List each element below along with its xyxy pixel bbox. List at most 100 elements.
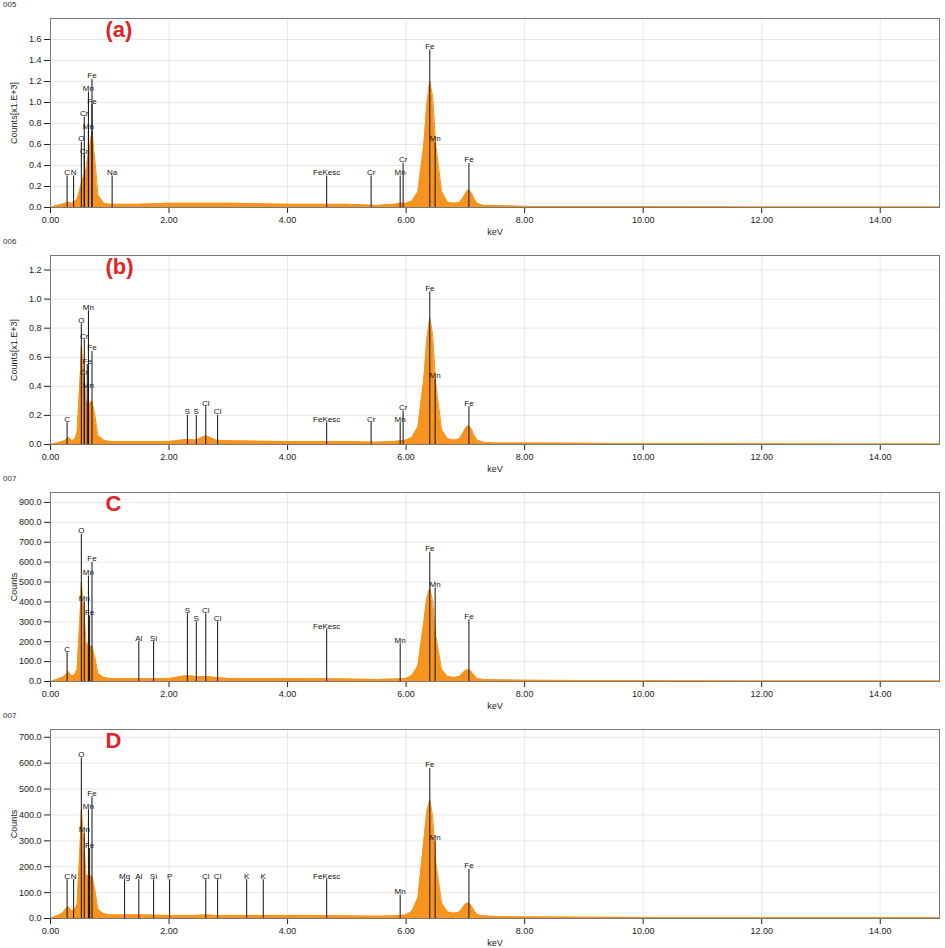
svg-text:1.0: 1.0: [29, 97, 42, 107]
svg-text:700.0: 700.0: [19, 732, 42, 742]
svg-text:Mn: Mn: [430, 580, 441, 589]
svg-text:14.00: 14.00: [869, 926, 892, 936]
svg-text:K: K: [261, 872, 267, 881]
svg-text:200.0: 200.0: [19, 862, 42, 872]
svg-text:Fe: Fe: [87, 71, 97, 80]
svg-text:14.00: 14.00: [869, 215, 892, 225]
svg-text:4.00: 4.00: [279, 926, 297, 936]
svg-text:Counts: Counts: [9, 809, 19, 838]
svg-text:S: S: [194, 614, 199, 623]
svg-text:keV: keV: [487, 227, 503, 237]
svg-text:2.00: 2.00: [160, 215, 178, 225]
svg-text:2.00: 2.00: [160, 452, 178, 462]
svg-text:Na: Na: [107, 168, 118, 177]
svg-text:Cr: Cr: [80, 147, 89, 156]
svg-text:Counts[x1.E+3]: Counts[x1.E+3]: [9, 319, 19, 381]
svg-text:C: C: [64, 872, 70, 881]
svg-text:Mn: Mn: [430, 833, 441, 842]
svg-text:900.0: 900.0: [19, 497, 42, 507]
svg-text:Mn: Mn: [79, 825, 90, 834]
svg-text:8.00: 8.00: [516, 452, 534, 462]
svg-text:Mg: Mg: [119, 872, 130, 881]
svg-text:6.00: 6.00: [397, 926, 415, 936]
svg-text:8.00: 8.00: [516, 215, 534, 225]
svg-text:Mn: Mn: [395, 415, 406, 424]
svg-text:FeKesc: FeKesc: [313, 622, 340, 631]
svg-text:FeKesc: FeKesc: [313, 415, 340, 424]
svg-text:Cl: Cl: [202, 872, 210, 881]
svg-text:0.8: 0.8: [29, 323, 42, 333]
svg-text:(a): (a): [106, 17, 133, 42]
svg-text:Fe: Fe: [87, 789, 97, 798]
svg-text:Fe: Fe: [425, 284, 435, 293]
svg-text:Fe: Fe: [425, 760, 435, 769]
svg-text:keV: keV: [487, 701, 503, 711]
svg-text:Cr: Cr: [367, 415, 376, 424]
svg-text:C: C: [64, 168, 70, 177]
svg-text:Si: Si: [150, 872, 157, 881]
svg-text:6.00: 6.00: [397, 452, 415, 462]
svg-text:Cl: Cl: [214, 407, 222, 416]
svg-text:10.00: 10.00: [632, 215, 655, 225]
svg-text:Si: Si: [150, 634, 157, 643]
svg-text:O: O: [78, 316, 84, 325]
svg-text:0.0: 0.0: [29, 913, 42, 923]
svg-text:0.0: 0.0: [29, 676, 42, 686]
svg-text:10.00: 10.00: [632, 452, 655, 462]
svg-text:Cl: Cl: [202, 399, 210, 408]
svg-text:4.00: 4.00: [279, 215, 297, 225]
svg-text:Mn: Mn: [83, 84, 94, 93]
svg-text:4.00: 4.00: [279, 689, 297, 699]
svg-text:(b): (b): [106, 254, 134, 279]
svg-text:12.00: 12.00: [750, 926, 773, 936]
svg-text:C: C: [64, 645, 70, 654]
svg-text:100.0: 100.0: [19, 656, 42, 666]
svg-text:N: N: [71, 168, 77, 177]
svg-text:S: S: [185, 407, 190, 416]
svg-text:Cl: Cl: [214, 872, 222, 881]
svg-text:0.4: 0.4: [29, 381, 42, 391]
svg-text:C: C: [64, 415, 70, 424]
svg-text:Fe: Fe: [464, 155, 474, 164]
svg-text:Counts[x1.E+3]: Counts[x1.E+3]: [9, 82, 19, 144]
svg-text:keV: keV: [487, 464, 503, 474]
svg-text:Mn: Mn: [83, 802, 94, 811]
svg-text:400.0: 400.0: [19, 597, 42, 607]
svg-text:0.00: 0.00: [42, 689, 60, 699]
svg-text:0.0: 0.0: [29, 439, 42, 449]
svg-text:600.0: 600.0: [19, 557, 42, 567]
svg-text:300.0: 300.0: [19, 836, 42, 846]
svg-text:Fe: Fe: [83, 357, 93, 366]
svg-text:Fe: Fe: [87, 554, 97, 563]
svg-text:0.0: 0.0: [29, 202, 42, 212]
svg-text:Fe: Fe: [87, 97, 97, 106]
svg-text:Mn: Mn: [79, 594, 90, 603]
svg-text:Cr: Cr: [80, 332, 89, 341]
svg-text:Fe: Fe: [464, 399, 474, 408]
svg-text:Mn: Mn: [430, 371, 441, 380]
svg-text:Fe: Fe: [85, 841, 95, 850]
svg-text:100.0: 100.0: [19, 887, 42, 897]
svg-text:O: O: [78, 134, 84, 143]
svg-text:10.00: 10.00: [632, 926, 655, 936]
svg-text:500.0: 500.0: [19, 577, 42, 587]
svg-text:10.00: 10.00: [632, 689, 655, 699]
svg-text:Fe: Fe: [425, 544, 435, 553]
svg-text:S: S: [185, 606, 190, 615]
svg-text:S: S: [194, 407, 199, 416]
svg-text:6.00: 6.00: [397, 215, 415, 225]
svg-text:Cr: Cr: [80, 109, 89, 118]
svg-text:1.6: 1.6: [29, 34, 42, 44]
svg-text:Mn: Mn: [83, 122, 94, 131]
svg-text:Mn: Mn: [395, 168, 406, 177]
svg-text:Fe: Fe: [85, 608, 95, 617]
svg-text:8.00: 8.00: [516, 689, 534, 699]
svg-text:4.00: 4.00: [279, 452, 297, 462]
svg-text:12.00: 12.00: [750, 215, 773, 225]
svg-text:600.0: 600.0: [19, 758, 42, 768]
svg-text:Mn: Mn: [83, 303, 94, 312]
svg-text:Mn: Mn: [395, 887, 406, 896]
svg-text:12.00: 12.00: [750, 689, 773, 699]
svg-text:O: O: [78, 526, 84, 535]
svg-text:200.0: 200.0: [19, 637, 42, 647]
